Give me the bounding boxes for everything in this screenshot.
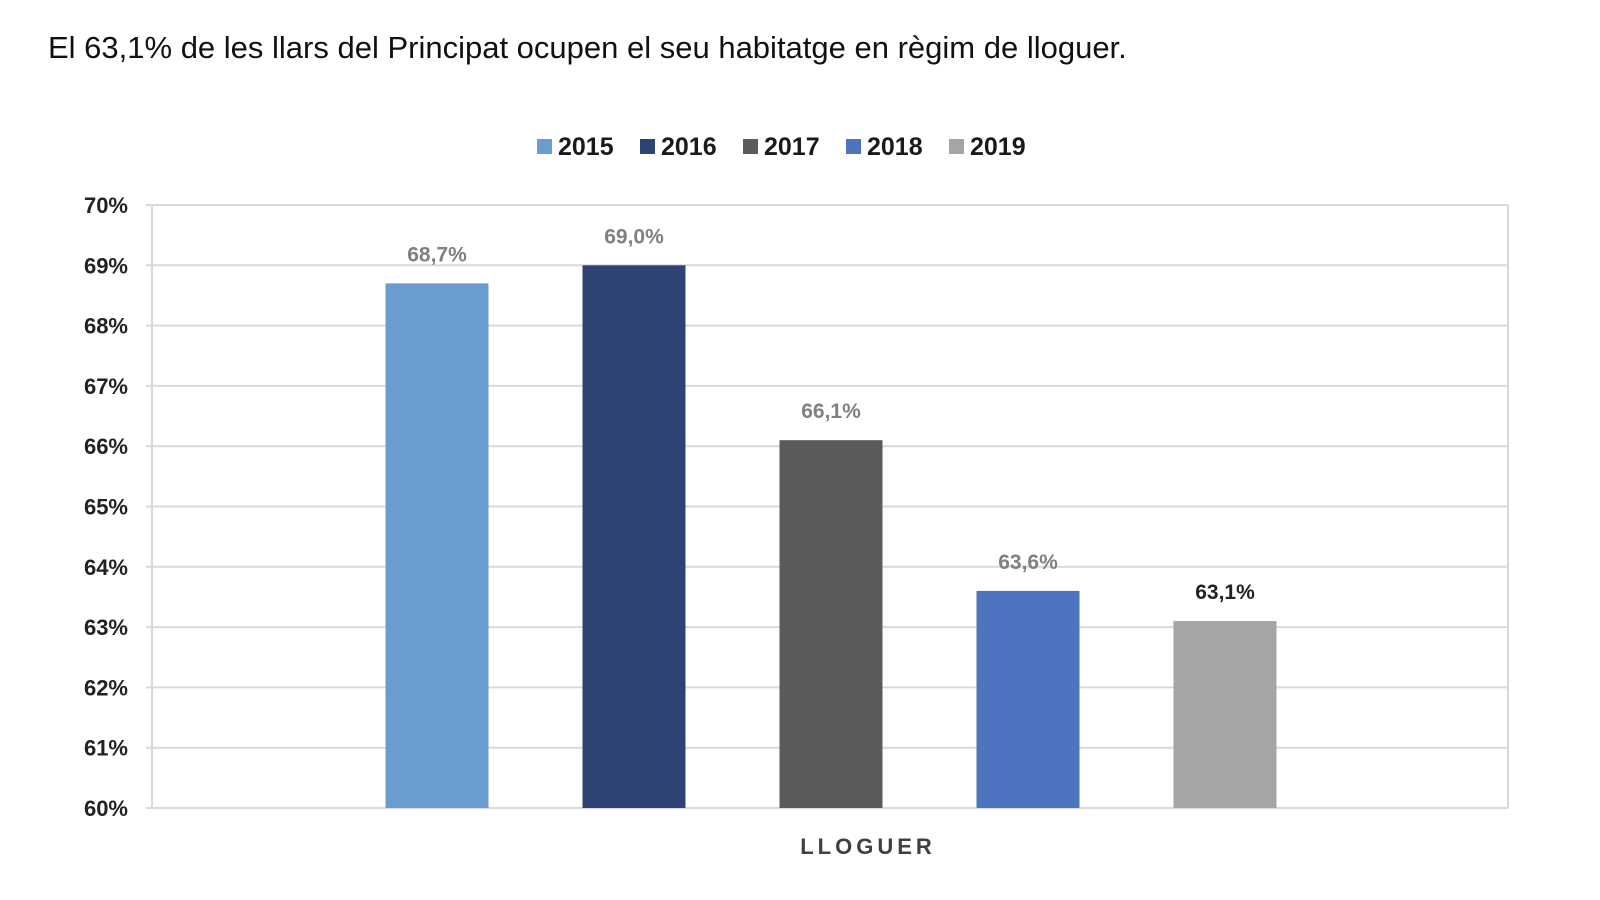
y-tick-label: 66% — [84, 434, 128, 459]
legend-label-2019: 2019 — [970, 133, 1026, 161]
headline: El 63,1% de les llars del Principat ocup… — [48, 30, 1127, 65]
data-label-2016: 69,0% — [604, 225, 664, 248]
bar-2015 — [385, 283, 489, 808]
bar-2018 — [976, 590, 1080, 808]
bar-2016 — [582, 265, 686, 808]
x-category-label: LLOGUER — [800, 834, 936, 859]
y-axis: 60% 61% 62% 63% 64% 65% 66% 67% 68% 69% 70% — [84, 193, 153, 821]
y-tick-label: 64% — [84, 555, 128, 580]
chart-panel: 2015 2016 2017 2018 2019 60% 61% 62% 63% 64% 65% 6… — [40, 100, 1570, 890]
y-tick-label: 60% — [84, 796, 128, 821]
legend-label-2017: 2017 — [764, 133, 820, 161]
chart-bars — [385, 265, 1277, 808]
legend-swatch-2015 — [537, 139, 552, 154]
bar-2017 — [779, 440, 883, 808]
data-label-2019: 63,1% — [1195, 581, 1255, 604]
data-label-2015: 68,7% — [407, 243, 467, 266]
y-tick-label: 70% — [84, 193, 128, 218]
data-label-2017: 66,1% — [801, 400, 861, 423]
y-tick-label: 67% — [84, 374, 128, 399]
y-tick-label: 62% — [84, 675, 128, 700]
legend-swatch-2017 — [743, 139, 758, 154]
chart-legend: 2015 2016 2017 2018 2019 — [537, 133, 1026, 161]
legend-swatch-2018 — [846, 139, 861, 154]
y-tick-label: 69% — [84, 253, 128, 278]
y-tick-label: 65% — [84, 495, 128, 520]
legend-swatch-2019 — [949, 139, 964, 154]
x-axis: LLOGUER — [800, 834, 936, 859]
data-label-2018: 63,6% — [998, 551, 1058, 574]
y-tick-label: 61% — [84, 736, 128, 761]
y-tick-label: 63% — [84, 615, 128, 640]
legend-label-2016: 2016 — [661, 133, 717, 161]
y-tick-label: 68% — [84, 314, 128, 339]
legend-swatch-2016 — [640, 139, 655, 154]
chart-data-labels: 68,7% 69,0% 66,1% 63,6% 63,1% — [407, 225, 1255, 604]
bar-chart: 2015 2016 2017 2018 2019 60%61%62%63%64%65%6… — [84, 133, 1509, 859]
legend-label-2015: 2015 — [558, 133, 614, 161]
legend-label-2018: 2018 — [867, 133, 923, 161]
bar-2019 — [1173, 621, 1277, 808]
